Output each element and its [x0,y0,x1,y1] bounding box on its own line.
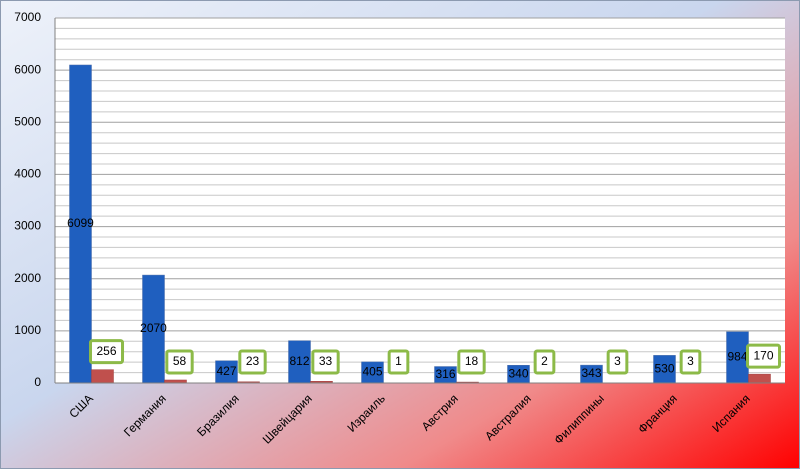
y-tick-label: 7000 [14,10,41,24]
data-label: 3 [614,354,621,368]
data-label: 340 [508,366,528,380]
data-label: 18 [465,354,479,368]
y-tick-label: 1000 [14,323,41,337]
data-label: 316 [435,367,455,381]
data-label: 6099 [67,216,94,230]
data-label: 405 [362,365,382,379]
data-label: 256 [96,344,116,358]
data-label: 427 [216,364,236,378]
bar [749,374,771,383]
data-label: 2 [541,354,548,368]
data-label: 812 [289,354,309,368]
data-label: 984 [727,350,747,364]
data-label: 58 [173,354,187,368]
y-tick-label: 0 [34,375,41,389]
data-label: 343 [581,366,601,380]
y-tick-label: 4000 [14,167,41,181]
data-label: 3 [687,354,694,368]
data-label: 23 [246,354,260,368]
y-tick-label: 5000 [14,114,41,128]
bar [92,370,114,383]
data-label: 2070 [140,321,167,335]
data-label: 530 [654,361,674,375]
y-tick-label: 6000 [14,62,41,76]
y-tick-label: 3000 [14,219,41,233]
y-tick-label: 2000 [14,271,41,285]
data-label: 33 [319,354,333,368]
data-label: 1 [395,354,402,368]
data-label: 170 [753,348,773,362]
